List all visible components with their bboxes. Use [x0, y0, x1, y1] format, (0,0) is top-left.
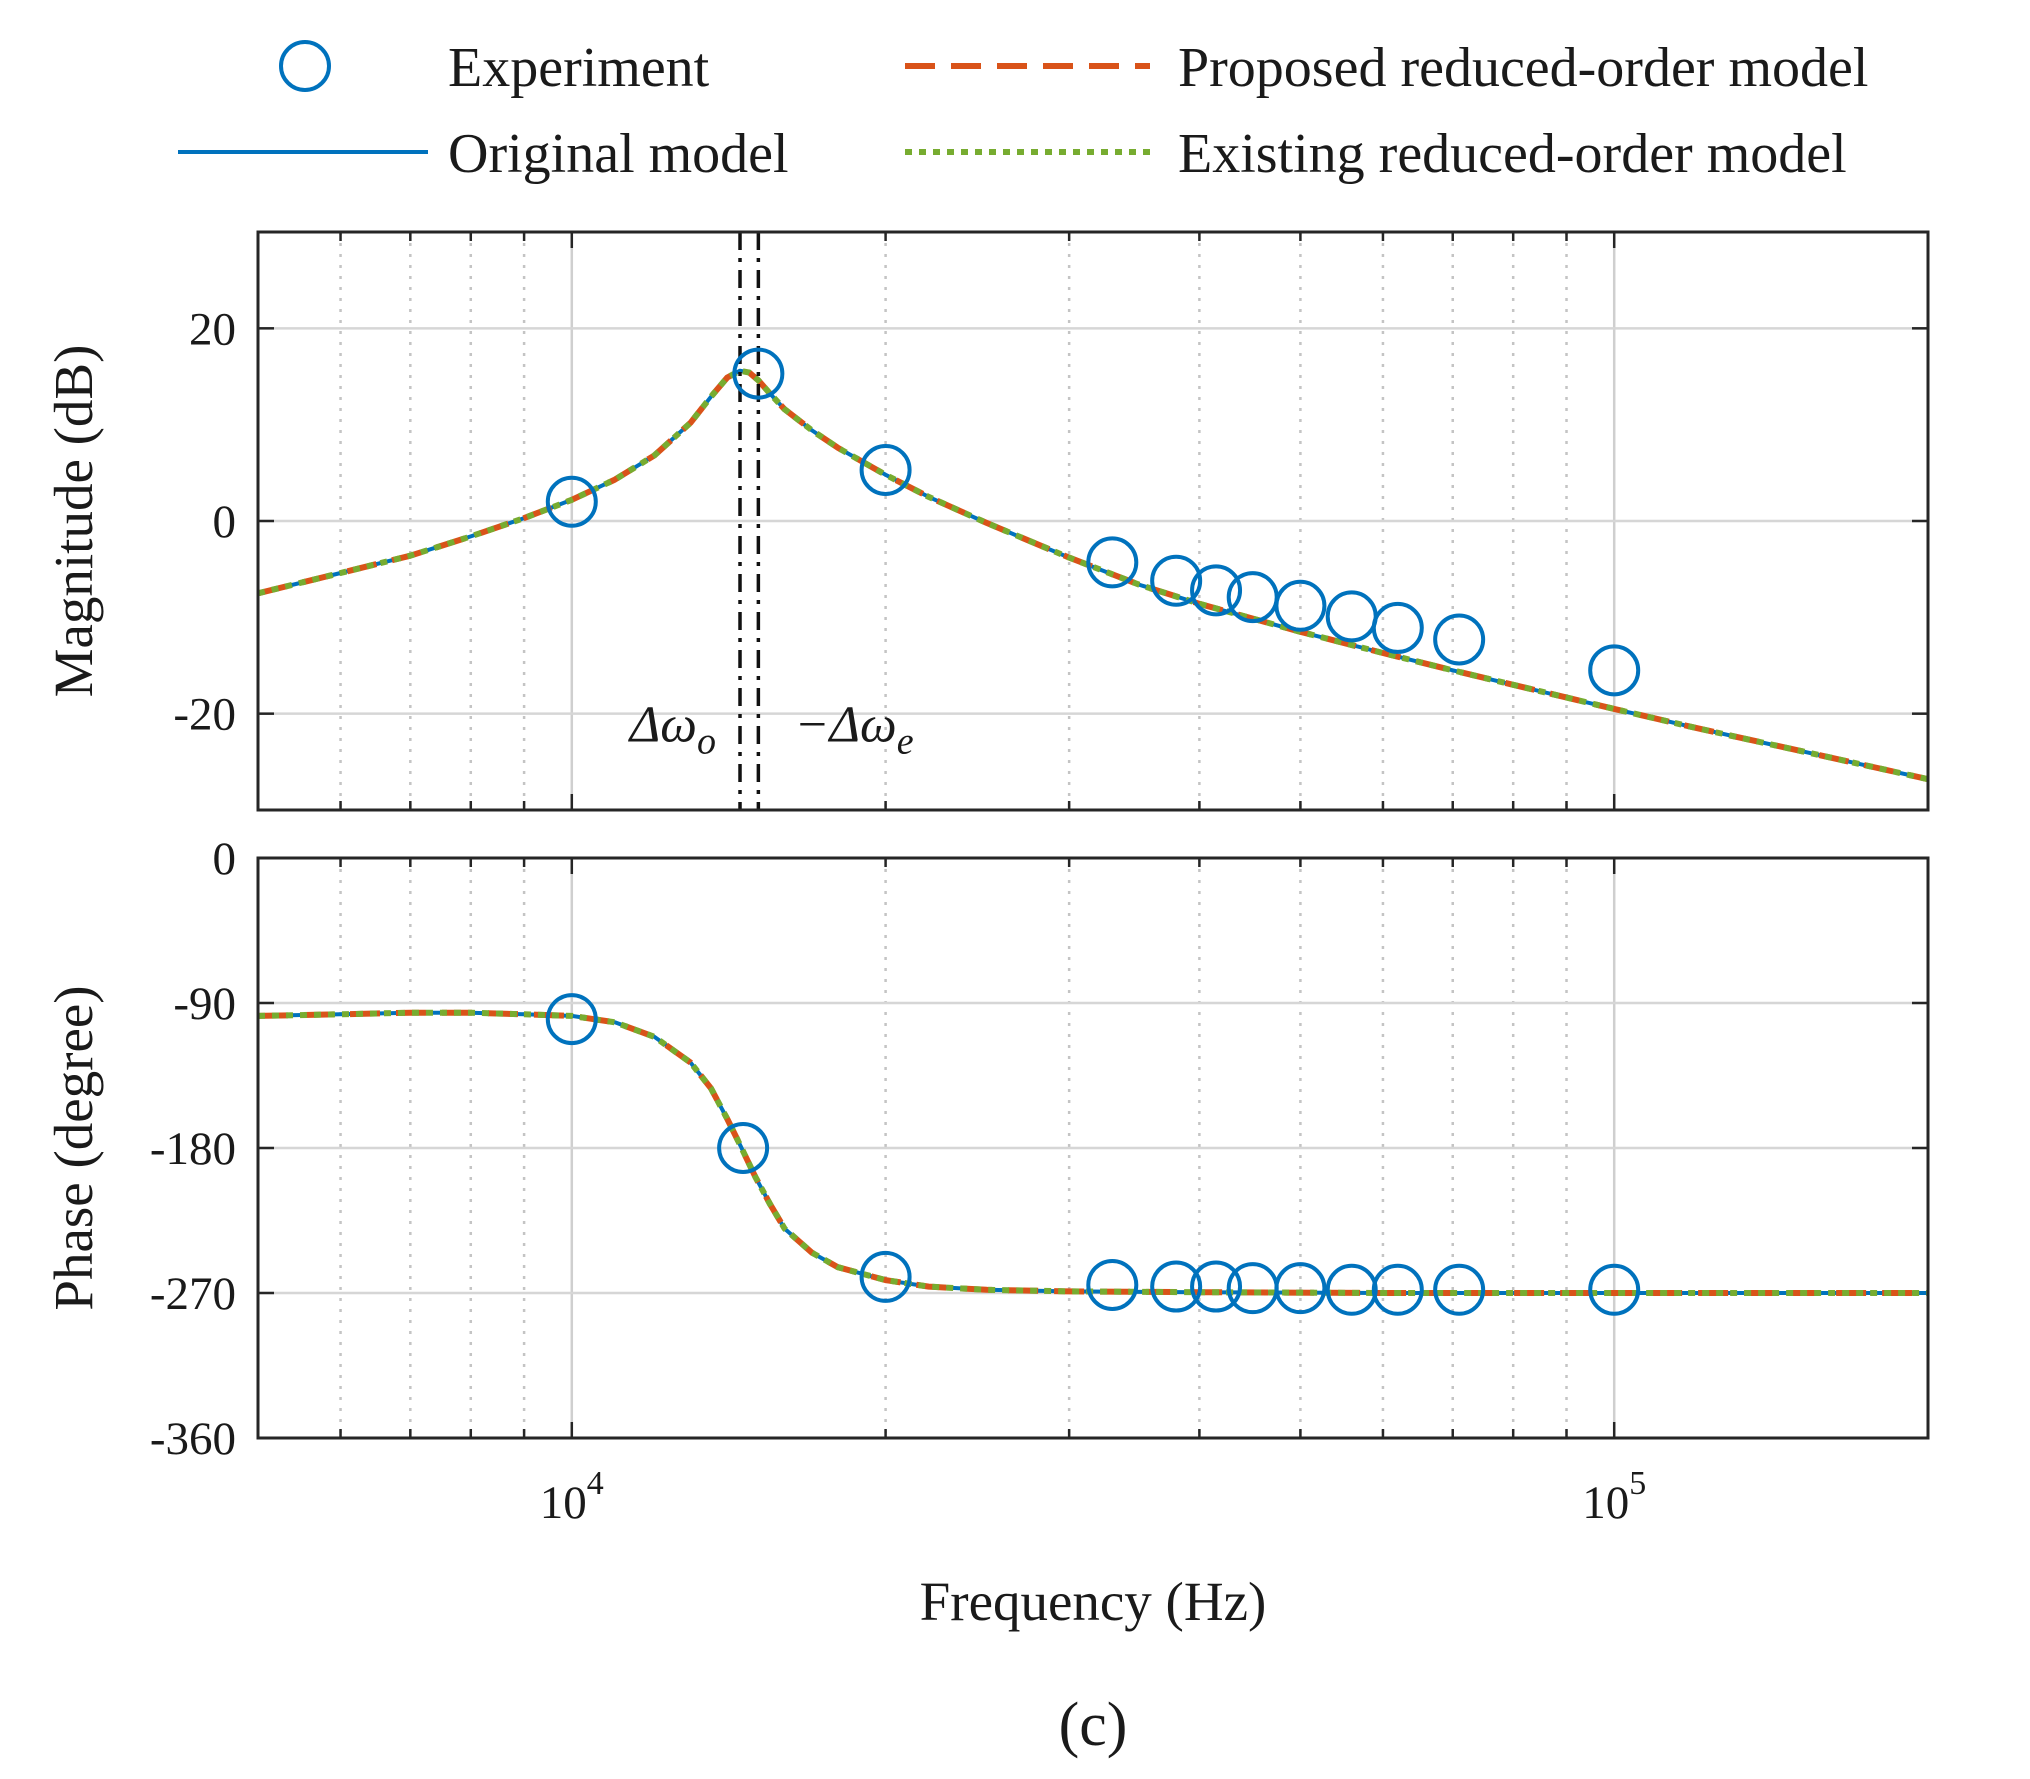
y-tick-label: 0: [213, 496, 237, 548]
y-axis-label: Magnitude (dB): [43, 345, 104, 698]
axes-box: [256, 856, 1930, 1440]
experiment-marker: [545, 993, 598, 1046]
y-tick-label: -270: [150, 1268, 236, 1320]
series-line-proposed-reduced-order-model: [258, 1009, 1928, 1296]
experiment-marker: [1274, 579, 1327, 632]
experiment-marker: [1150, 1260, 1203, 1313]
experiment-marker: [1433, 613, 1486, 666]
experiment-marker: [1086, 1258, 1139, 1311]
experiment-marker: [859, 1250, 912, 1303]
legend-experimentmarker: [279, 40, 331, 92]
experiment-marker: [1325, 1263, 1378, 1316]
experiment-marker: [732, 347, 785, 400]
x-axis-label: Frequency (Hz): [920, 1571, 1267, 1632]
experiment-marker: [1226, 1262, 1279, 1315]
series-line-existing-reduced-order-model: [258, 367, 1928, 783]
experiment-marker: [1371, 1263, 1424, 1316]
experiment-marker: [1150, 554, 1203, 607]
y-tick-label: -20: [173, 689, 236, 741]
experiment-marker: [1588, 644, 1641, 697]
x-tick-label: 105: [1582, 1465, 1646, 1529]
experiment-marker: [1086, 536, 1139, 589]
legend-proposed-reduced-order-modellabel: Proposed reduced-order model: [1178, 37, 1868, 99]
legend: Experiment Proposed reduced-order model Or…: [178, 37, 1868, 185]
experiment-marker: [1226, 571, 1279, 624]
resonance-annotation: −Δωe: [794, 697, 913, 763]
magnitude-plot: 20 0 -20 Δωo −Δωe Magnitude (dB): [43, 230, 1930, 812]
x-tick-base: 10: [540, 1477, 587, 1529]
resonance-annotation: Δωo: [628, 697, 716, 763]
experiment-marker: [1274, 1262, 1327, 1315]
series-group: [258, 1009, 1928, 1296]
experiment-marker: [1433, 1263, 1486, 1316]
y-tick-label: 20: [189, 303, 236, 355]
x-tick-base: 10: [1582, 1477, 1629, 1529]
y-tick-label: -360: [150, 1413, 236, 1465]
experiment-marker: [1588, 1263, 1641, 1316]
legend-existing-reduced-order-modellabel: Existing reduced-order model: [1178, 123, 1847, 185]
panel-label: (c): [1059, 1691, 1128, 1759]
experiment-marker: [1190, 1260, 1243, 1313]
y-tick-label: -90: [173, 978, 236, 1030]
series-line-existing-reduced-order-model: [258, 1009, 1928, 1296]
y-tick-label: -180: [150, 1123, 236, 1175]
experiment-marker: [717, 1122, 770, 1174]
legend-experimentlabel: Experiment: [448, 37, 710, 99]
experiment-marker: [1190, 564, 1243, 617]
x-tick-label: 104: [540, 1465, 604, 1529]
experiment-marker: [859, 443, 912, 496]
annotation-subscript: o: [697, 721, 716, 763]
y-axis-label: Phase (degree): [43, 985, 104, 1310]
experiment-marker: [545, 475, 598, 528]
y-tick-label: 0: [213, 833, 237, 885]
series-line-original-model: [258, 1010, 1928, 1295]
experiment-marker: [1325, 590, 1378, 643]
series-group: [258, 367, 1928, 783]
annotation-subscript: e: [897, 721, 914, 763]
x-tick-exponent: 4: [587, 1465, 604, 1502]
axes-box: [256, 230, 1930, 812]
experiment-marker: [1371, 601, 1424, 654]
annotation-main: −Δω: [794, 697, 896, 754]
legend-original-modellabel: Original model: [448, 123, 789, 185]
x-tick-exponent: 5: [1629, 1465, 1646, 1502]
annotation-main: Δω: [628, 697, 697, 754]
